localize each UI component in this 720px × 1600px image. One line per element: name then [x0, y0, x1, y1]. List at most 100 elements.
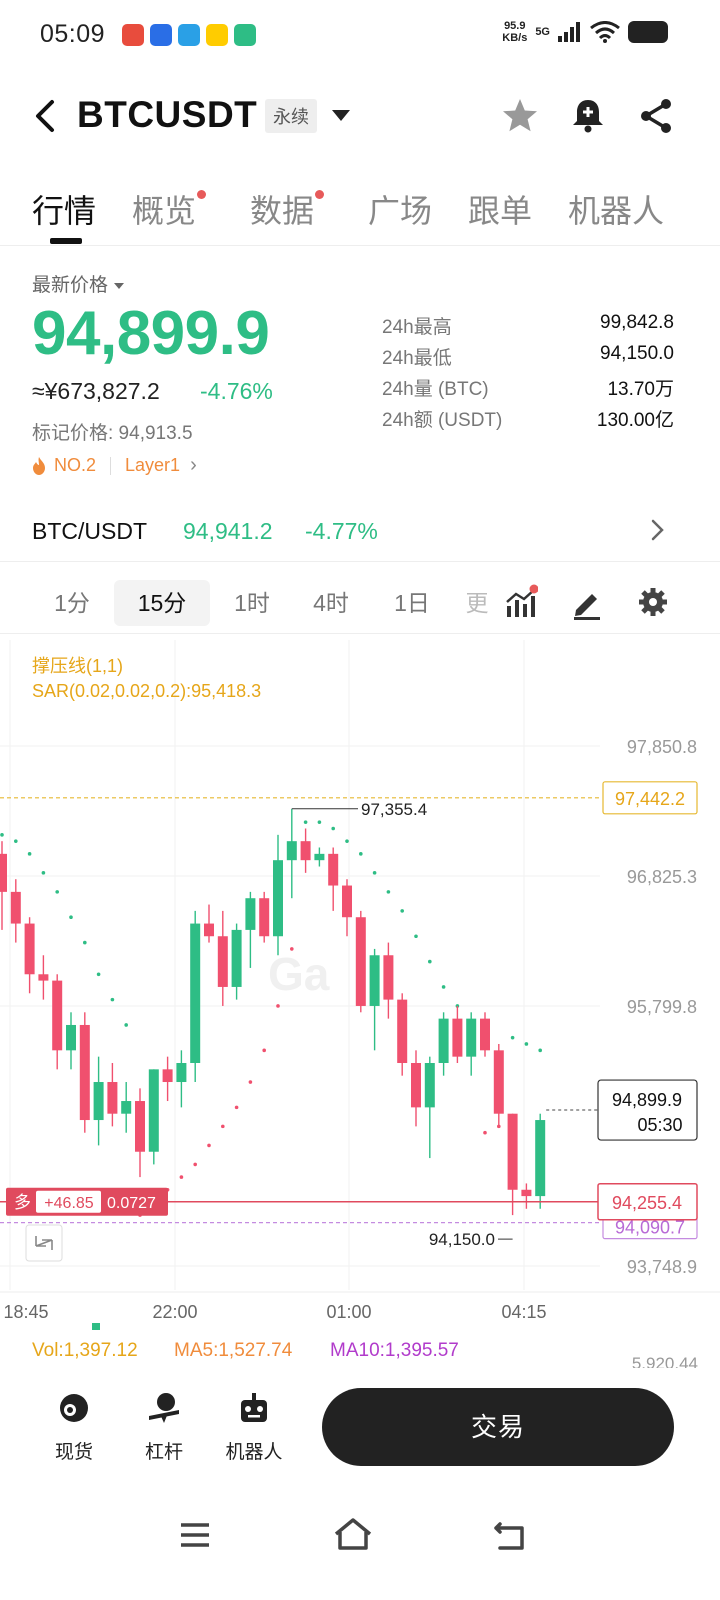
sar-dot — [124, 1023, 128, 1027]
stat-label: 24h量 (BTC) — [382, 379, 489, 400]
tab-square[interactable]: 广场 — [368, 186, 432, 232]
candle-body — [259, 898, 270, 937]
signal-icon — [558, 22, 580, 42]
back-nav-icon[interactable] — [484, 1510, 534, 1560]
tab-bots[interactable]: 机器人 — [568, 186, 668, 232]
system-nav-bar — [0, 1490, 720, 1600]
last-price-value: 94,899.9 — [612, 1090, 682, 1110]
margin-button[interactable]: 杠杆 — [124, 1390, 204, 1464]
interval-4h[interactable]: 4时 — [313, 590, 349, 616]
candle-body — [424, 1063, 435, 1108]
net-speed-unit: KB/s — [502, 32, 528, 44]
active-tab-indicator — [50, 238, 82, 244]
sar-dot — [400, 909, 405, 913]
sar-dot — [317, 820, 322, 824]
ranking-tags[interactable]: NO.2 Layer1 › — [32, 454, 197, 477]
position-pnl: +46.85 — [44, 1195, 93, 1212]
favorite-star-icon[interactable] — [498, 94, 542, 138]
sar-dot — [0, 833, 4, 837]
candle-body — [176, 1063, 187, 1083]
candle-body — [300, 841, 311, 861]
sar-dot — [510, 1035, 515, 1040]
spot-label: 现货 — [54, 1442, 93, 1463]
home-icon[interactable] — [328, 1510, 378, 1560]
candle-body — [521, 1189, 532, 1197]
interval-1d[interactable]: 1日 — [394, 590, 430, 616]
sar-dot — [248, 1080, 253, 1084]
sar-dot — [83, 940, 87, 945]
spot-button[interactable]: 现货 — [34, 1390, 114, 1464]
bot-button[interactable]: 机器人 — [214, 1390, 294, 1464]
expand-icon-glyph — [35, 1236, 53, 1250]
candle-body — [383, 955, 394, 1000]
stat-row: 24h量 (BTC) 13.70万 — [382, 374, 674, 405]
candle-body — [493, 1050, 504, 1114]
y-tick-label: 97,850.8 — [627, 737, 697, 757]
sar-indicator[interactable]: SAR(0.02,0.02,0.2):95,418.3 — [32, 681, 262, 701]
stat-value: 130.00亿 — [596, 410, 674, 431]
spot-pair: BTC/USDT — [32, 518, 147, 544]
sar-dot — [276, 1004, 280, 1008]
x-tick-label: 01:00 — [326, 1302, 371, 1322]
indicator-chart-icon[interactable] — [504, 584, 538, 620]
app-notification-icon — [206, 24, 228, 46]
chevron-right-icon: › — [190, 454, 197, 476]
price-change-percent: -4.76% — [200, 378, 273, 404]
interval-1h[interactable]: 1时 — [234, 590, 270, 616]
price-alert-bell-icon[interactable] — [566, 94, 610, 138]
kline-chart[interactable]: Ga 97,850.8 96,825.3 95,799.8 93,748.9 18:45 2… — [0, 640, 720, 1330]
spot-market-row[interactable]: BTC/USDT 94,941.2 -4.77% — [0, 500, 720, 562]
draw-pencil-icon[interactable] — [570, 584, 604, 620]
support-label: 94,090.7 — [615, 1218, 685, 1238]
tab-data[interactable]: 数据 — [250, 186, 325, 232]
sar-dot — [207, 1143, 211, 1148]
sar-dot — [414, 934, 418, 939]
candle-body — [0, 853, 7, 892]
interval-more[interactable]: 更 — [465, 590, 489, 616]
candle-body — [107, 1082, 118, 1114]
interval-15m[interactable]: 15分 — [114, 580, 210, 626]
symbol-title[interactable]: BTCUSDT — [77, 94, 258, 135]
candle-body — [507, 1113, 518, 1190]
tab-overview[interactable]: 概览 — [132, 186, 207, 232]
ma10-value: MA10:1,395.57 — [330, 1340, 459, 1361]
sar-dot — [483, 1130, 487, 1135]
candle-body — [10, 891, 21, 924]
tab-copy-trading[interactable]: 跟单 — [468, 186, 532, 232]
app-notification-icon — [150, 24, 172, 46]
candle-body — [397, 999, 408, 1064]
stat-row: 24h额 (USDT) 130.00亿 — [382, 405, 674, 436]
tab-label: 概览 — [132, 193, 197, 229]
spot-coin-icon — [60, 1394, 88, 1422]
candle-body — [52, 980, 63, 1051]
interval-1m[interactable]: 1分 — [54, 590, 90, 616]
settings-gear-icon[interactable] — [636, 584, 670, 620]
menu-icon[interactable] — [170, 1510, 220, 1560]
tab-label: 跟单 — [468, 193, 533, 229]
symbol-dropdown-icon[interactable] — [332, 110, 350, 121]
sar-dot — [290, 947, 294, 951]
share-icon[interactable] — [635, 94, 679, 138]
volume-value: Vol:1,397.12 — [32, 1340, 138, 1361]
y-tick-label: 96,825.3 — [627, 867, 697, 887]
notification-dot — [197, 190, 207, 199]
candle-body — [452, 1018, 463, 1057]
status-right: 95.9 KB/s 5G — [502, 20, 668, 44]
sar-dot — [110, 997, 115, 1002]
trade-button[interactable]: 交易 — [322, 1388, 674, 1466]
volume-bar — [92, 1323, 100, 1330]
y-tick-label: 95,799.8 — [627, 997, 697, 1017]
back-arrow-icon[interactable] — [30, 94, 62, 138]
sar-dot — [345, 839, 349, 843]
sar-dot — [538, 1048, 542, 1053]
x-tick-label: 18:45 — [3, 1302, 48, 1322]
candle-body — [535, 1120, 546, 1197]
sar-dot — [193, 1162, 197, 1167]
candle-body — [480, 1018, 490, 1051]
tab-market[interactable]: 行情 — [32, 186, 96, 232]
candle-body — [411, 1063, 421, 1108]
latest-price-selector[interactable]: 最新价格 — [32, 270, 125, 297]
caret-down-icon — [114, 282, 125, 289]
stat-row: 24h最低 94,150.0 — [382, 343, 674, 374]
support-resistance-indicator[interactable]: 撑压线(1,1) — [32, 656, 124, 676]
